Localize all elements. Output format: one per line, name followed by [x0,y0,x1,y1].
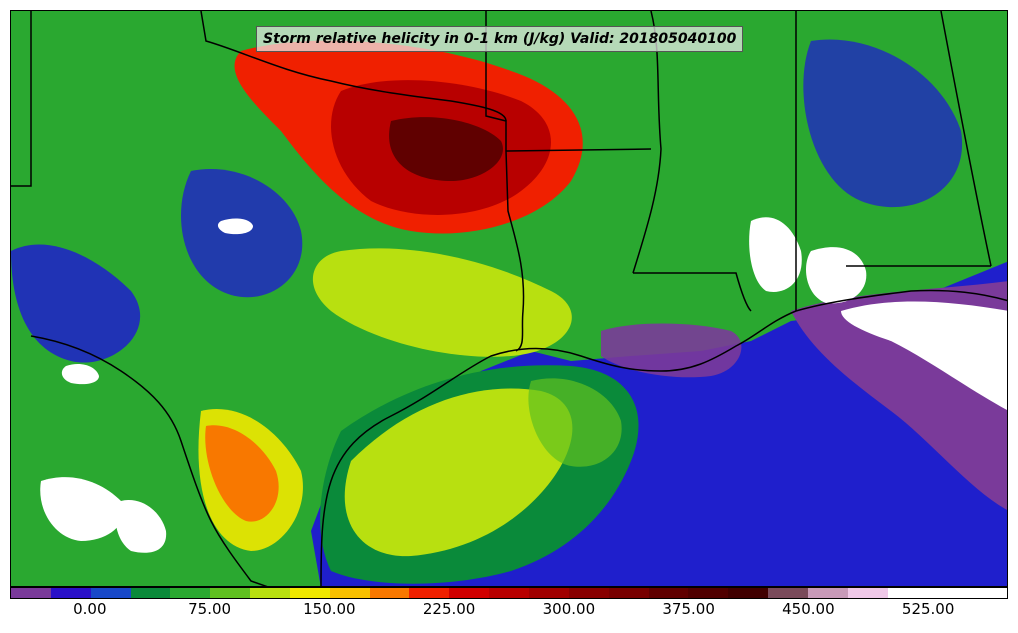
colorbar-segment [369,588,410,598]
colorbar-segment [250,588,290,598]
colorbar-tick-label: 225.00 [422,600,476,618]
colorbar-segment [768,588,808,598]
field-gulf-lime [528,378,622,467]
field-blue-west [11,244,141,363]
colorbar-segment [210,588,251,598]
colorbar-segment [967,588,1008,598]
colorbar-segment [90,588,131,598]
colorbar-segment [887,588,928,598]
arkansas-louisiana-border [505,148,652,152]
colorbar-segment [728,588,769,598]
colorbar-segment [449,588,490,598]
colorbar-segment [847,588,888,598]
colorbar-segment [608,588,649,598]
colorbar-segment [329,588,370,598]
field-purple-la [601,323,742,378]
colorbar-segment [11,588,51,598]
field-white-patch-w [61,364,99,385]
field-red-core [389,117,503,181]
colorbar-segment [50,588,91,598]
texas-panhandle-line [11,11,32,187]
mexico-border [30,335,268,586]
colorbar [10,587,1008,599]
oklahoma-arkansas-border [485,11,507,151]
map-title: Storm relative helicity in 0-1 km (J/kg)… [256,26,744,52]
colorbar-segment [927,588,968,598]
field-white-sw-2 [115,500,167,553]
colorbar-tick-label: 375.00 [662,600,715,618]
texas-louisiana-border [505,150,525,352]
map-panel: Storm relative helicity in 0-1 km (J/kg)… [10,10,1008,587]
colorbar-tick-label: 0.00 [73,600,107,618]
colorbar-segment [807,588,848,598]
colorbar-tick-label: 525.00 [901,600,955,618]
field-white-patch-c [217,218,253,235]
field-white-patch-2 [806,247,867,304]
colorbar-segment [528,588,569,598]
colorbar-tick-label: 300.00 [542,600,596,618]
field-white-north-east [749,217,802,292]
colorbar-segment [688,588,729,598]
gulf-coastline [320,289,1007,586]
louisiana-mississippi-border [633,272,752,312]
field-white-east [841,301,1007,410]
field-blue-east [803,39,963,208]
red-river-border [200,11,507,122]
boundaries [11,11,1007,586]
field-white-sw [40,477,124,541]
helicity-map [11,11,1007,586]
colorbar-segment [568,588,609,598]
colorbar-tick-label: 75.00 [188,600,232,618]
colorbar-tick-label: 450.00 [782,600,835,618]
colorbar-segment [289,588,330,598]
alabama-georgia-border [940,11,992,267]
colorbar-segment [409,588,450,598]
field-gulf-yellow [344,388,573,557]
field-yellow-band [312,248,572,357]
colorbar-segment [648,588,689,598]
field-orange-south [205,425,279,522]
colorbar-segment [130,588,171,598]
colorbar-segment [170,588,211,598]
colorbar-tick-label: 150.00 [303,600,356,618]
colorbar-segment [489,588,529,598]
colorbar-tick-labels: 0.00 75.00 150.00 225.00 300.00 375.00 450.00 5… [10,600,1008,626]
